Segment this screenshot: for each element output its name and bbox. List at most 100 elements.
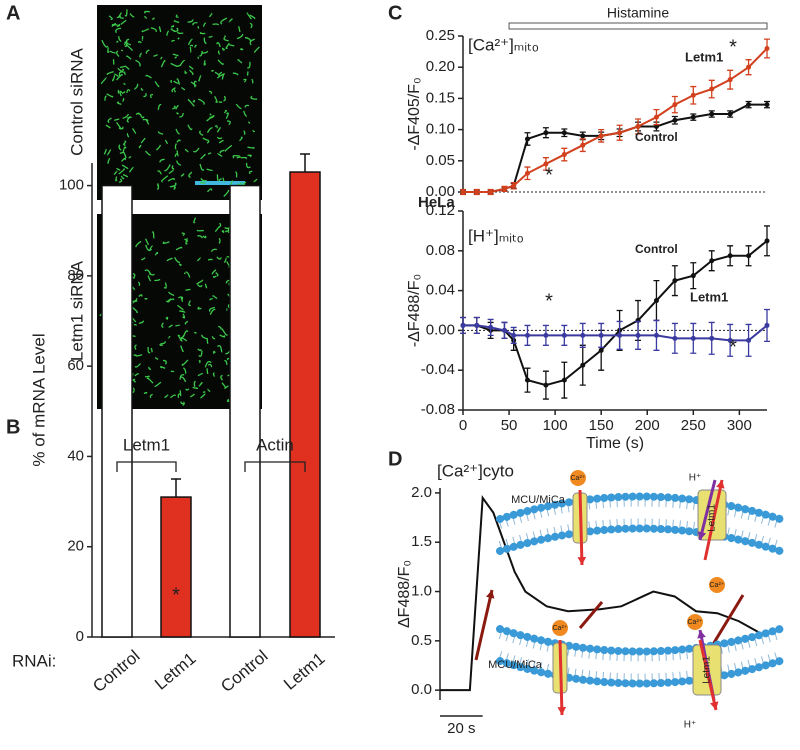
y-tick-label: 0.04 [426,282,455,299]
mito [212,71,214,72]
annotation: * [729,36,737,58]
diagram-label: H⁺ [684,720,697,731]
point [599,333,604,338]
mito [144,393,147,394]
y-tick-label: 0 [76,628,84,645]
mito [117,41,118,42]
x-tick-label: 150 [589,417,614,434]
arrow-head [557,707,566,715]
x-tick-label: 0 [459,417,467,434]
y-tick-label: -0.08 [421,401,455,418]
lipid-head [500,529,780,552]
point [672,118,677,123]
mito [222,231,224,233]
x-tick-label: Control [217,646,271,696]
point [525,171,530,176]
y-axis-label: -ΔF405/F₀ [406,77,423,150]
point [672,278,677,283]
scale-bar-label: 20 s [447,720,475,737]
y-tick-label: 0.00 [426,321,455,338]
y-tick-label: 0.10 [426,121,455,138]
bar [230,186,260,637]
diagram-label: Letm1 [707,504,718,532]
y-axis-label: % of mRNA Level [29,333,48,466]
mito [249,122,250,123]
mito [204,391,206,392]
lipid-head [500,629,780,652]
mito [207,368,208,374]
point [474,190,479,195]
point [461,190,466,195]
y-tick-label: 0.12 [426,202,455,219]
arrow [560,640,562,715]
point [461,323,466,328]
error-bar [300,154,310,172]
point [525,333,530,338]
y-tick-label: 60 [67,357,84,374]
point [672,102,677,107]
x-tick-label: Letm1 [280,649,328,694]
mito [240,49,243,50]
point [617,130,622,135]
group-label: Letm1 [123,435,170,454]
point [543,130,548,135]
point [525,378,530,383]
y-tick-label: -0.04 [421,361,455,378]
annotation: Letm1 [690,289,728,304]
point [672,336,677,341]
point [709,336,714,341]
arrow-head [577,557,586,565]
mito [178,38,179,39]
point [562,378,567,383]
mito [197,230,203,231]
point [746,253,751,258]
point [543,383,548,388]
error-bar [171,479,181,497]
point [654,333,659,338]
y-tick-label: 100 [59,177,84,194]
diagram-label: Letm1 [702,656,713,684]
annotation: [H⁺]ₘᵢₜₒ [468,226,523,245]
point [709,258,714,263]
line [463,48,767,192]
point [728,77,733,82]
line [463,241,767,385]
point [691,93,696,98]
x-tick-label: Control [89,646,143,696]
point [709,112,714,117]
point [765,323,770,328]
diagram-label: MCU/MiCa [511,494,566,506]
y-tick-label: 1.5 [411,533,432,550]
point [617,333,622,338]
point [543,333,548,338]
y-tick-label: 80 [67,267,84,284]
point [691,336,696,341]
point [580,143,585,148]
point [580,333,585,338]
y-tick-label: 1.0 [411,583,432,600]
point [691,115,696,120]
point [502,186,507,191]
y-axis-label: ΔF488/F₀ [396,560,413,628]
point [599,348,604,353]
x-tick-label: Letm1 [151,649,199,694]
image-label: Control siRNA [67,47,86,155]
mito [219,102,222,103]
y-tick-label: 0.15 [426,89,455,106]
row-label: RNAi: [12,651,56,670]
mito [177,113,179,114]
point [599,133,604,138]
ion-label: Ca²⁺ [571,475,586,482]
x-tick-label: 250 [681,417,706,434]
annotation: * [729,336,737,358]
x-tick-label: 100 [543,417,568,434]
annotation: [Ca²⁺]ₘᵢₜₒ [468,35,539,54]
point [636,333,641,338]
y-tick-label: 0.0 [411,681,432,698]
line [463,105,767,192]
point [728,112,733,117]
y-tick-label: 0.25 [426,27,455,44]
annotation: Control [635,242,678,256]
group-label: Actin [256,435,294,454]
diagram-label: H⁺ [689,473,702,484]
